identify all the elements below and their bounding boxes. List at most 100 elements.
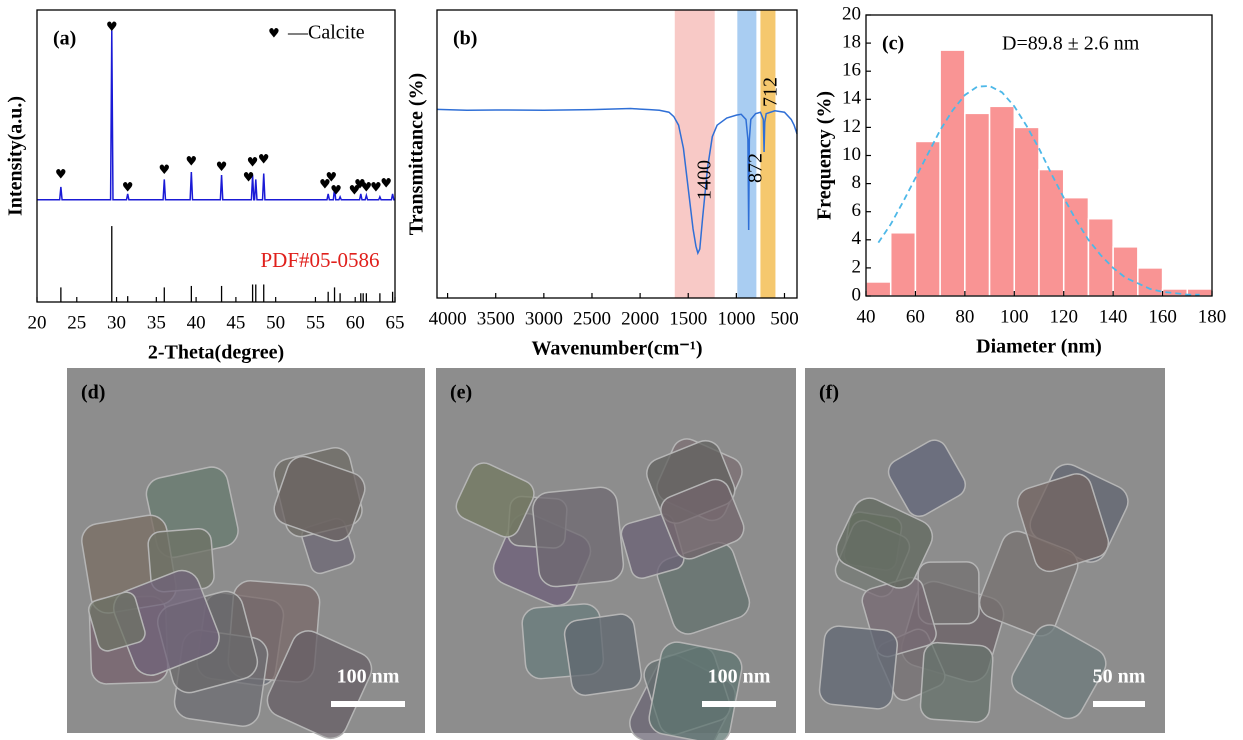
y-tick-label: 2 (852, 256, 862, 277)
marker: ♥ (330, 184, 342, 199)
marker: ♥ (247, 156, 259, 171)
bar (1087, 217, 1114, 297)
x-tick-label: 3500 (477, 308, 515, 329)
y-tick-label: 6 (852, 200, 862, 221)
x-tick-label: 20 (28, 312, 47, 333)
peak-label: 1400 (693, 160, 715, 200)
marker: ♥ (380, 177, 392, 192)
bar (1112, 246, 1139, 297)
x-axis-label: 2-Theta(degree) (148, 342, 284, 364)
y-tick-label: 18 (842, 31, 861, 52)
marker: ♥ (158, 163, 170, 178)
bar (914, 140, 941, 297)
marker: ♥ (319, 178, 331, 193)
x-tick-label: 35 (147, 312, 166, 333)
particle (835, 497, 934, 589)
scale-bar (331, 701, 405, 707)
peak-label: 872 (744, 153, 766, 183)
x-tick-label: 25 (67, 312, 86, 333)
x-tick-label: 180 (1198, 306, 1227, 327)
x-tick-label: 55 (306, 312, 325, 333)
x-tick-label: 80 (955, 306, 974, 327)
bar (889, 232, 917, 297)
legend-label: —Calcite (287, 22, 365, 44)
panel-label: (b) (453, 28, 477, 50)
x-tick-label: 2000 (621, 308, 659, 329)
tem-image: (f) 50 nm (805, 368, 1165, 733)
marker: ♥ (243, 170, 255, 185)
panel-label: (e) (450, 382, 472, 404)
y-tick-label: 10 (842, 144, 861, 165)
x-tick-label: 120 (1049, 306, 1078, 327)
line (37, 30, 395, 201)
x-tick-label: 4000 (429, 308, 467, 329)
marker: ♥ (106, 20, 118, 35)
particle (818, 625, 899, 710)
scale-bar (702, 701, 776, 707)
x-tick-label: 2500 (573, 308, 611, 329)
peak-label: 712 (760, 77, 782, 107)
marker: ♥ (370, 181, 382, 196)
x-tick-label: 45 (226, 312, 245, 333)
marker: ♥ (326, 170, 338, 185)
marker: ♥ (361, 181, 373, 196)
scale-bar-label: 100 nm (337, 666, 400, 688)
bar (1038, 168, 1065, 297)
fit-curve (877, 85, 1200, 296)
x-tick-label: 140 (1099, 306, 1128, 327)
marker: ♥ (55, 167, 67, 182)
plot-frame (36, 9, 396, 303)
x-tick-label: 1500 (669, 308, 707, 329)
y-tick-label: 4 (852, 228, 862, 249)
y-axis-label: Intensity(a.u.) (5, 96, 27, 216)
x-tick-label: 65 (386, 312, 405, 333)
panel: 40 60 80 100 120 140 160 180 0 2 4 6 8 10 12 14 16 18 20 Di… (814, 3, 1227, 357)
tem-image: (e) 100 nm (436, 368, 796, 740)
y-axis-label: Frequency (%) (814, 91, 836, 220)
marker: ♥ (122, 181, 134, 196)
line (436, 107, 798, 256)
x-tick-label: 60 (906, 306, 925, 327)
legend-symbol: ♥ (268, 27, 280, 42)
band (760, 10, 776, 298)
panel-label: (a) (53, 28, 76, 50)
marker: ♥ (349, 184, 361, 199)
band (737, 10, 757, 298)
x-tick-label: 1000 (717, 308, 755, 329)
panel-label: (f) (819, 382, 839, 404)
particle (455, 462, 535, 538)
x-tick-label: 100 (1000, 306, 1029, 327)
x-axis-label: Diameter (nm) (976, 336, 1102, 358)
x-axis-label: Wavenumber(cm⁻¹) (532, 338, 703, 360)
x-tick-label: 3000 (525, 308, 563, 329)
marker: ♥ (186, 154, 198, 169)
y-tick-label: 0 (852, 284, 862, 305)
bar (1062, 196, 1090, 297)
y-tick-label: 8 (852, 172, 862, 193)
scale-bar (1093, 701, 1145, 707)
x-tick-label: 160 (1148, 306, 1177, 327)
scale-bar-label: 50 nm (1093, 666, 1146, 688)
bar (1013, 126, 1040, 297)
marker: ♥ (258, 153, 270, 168)
x-tick-label: 40 (187, 312, 206, 333)
plot-frame (436, 9, 798, 299)
panel: 1400 872 712 4000 3500 3000 2500 2000 1500 1000 50… (406, 9, 799, 360)
bar (939, 49, 966, 297)
y-tick-label: 20 (842, 3, 861, 24)
x-tick-label: 500 (770, 308, 799, 329)
particle (660, 478, 745, 560)
particle (273, 455, 366, 542)
marker: ♥ (216, 160, 228, 175)
particle (887, 439, 966, 518)
bar (865, 281, 892, 297)
y-axis-label: Transmittance (%) (406, 73, 428, 235)
y-tick-label: 14 (842, 88, 862, 109)
annotation: D=89.8 ± 2.6 nm (1002, 33, 1140, 55)
particle (87, 591, 146, 652)
particle (1011, 624, 1107, 720)
scale-bar-label: 100 nm (708, 666, 771, 688)
x-tick-label: 60 (346, 312, 365, 333)
